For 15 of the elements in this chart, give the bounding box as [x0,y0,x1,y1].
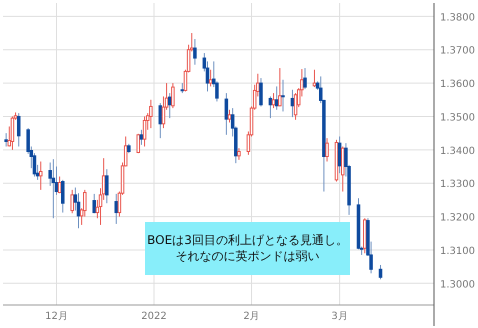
y-tick-label: 1.3500 [440,112,475,124]
y-tick-label: 1.3100 [440,246,475,257]
y-tick-label: 1.3400 [440,146,475,157]
y-tick-label: 1.3800 [440,12,475,24]
y-tick-label: 1.3300 [440,179,475,190]
y-tick-label: 1.3700 [440,46,475,57]
annotation: それなのに英ポンドは弱い [176,249,320,263]
annotation: BOEは3回目の利上げとなる見通し。 [147,233,348,247]
x-tick-label: 2月 [243,311,260,322]
y-tick-label: 1.3000 [440,279,475,290]
y-tick-label: 1.3600 [440,79,475,90]
x-tick-label: 12月 [45,311,68,322]
y-tick-label: 1.3200 [440,212,475,224]
x-tick-label: 2022 [141,311,167,322]
x-tick-label: 3月 [331,311,348,322]
